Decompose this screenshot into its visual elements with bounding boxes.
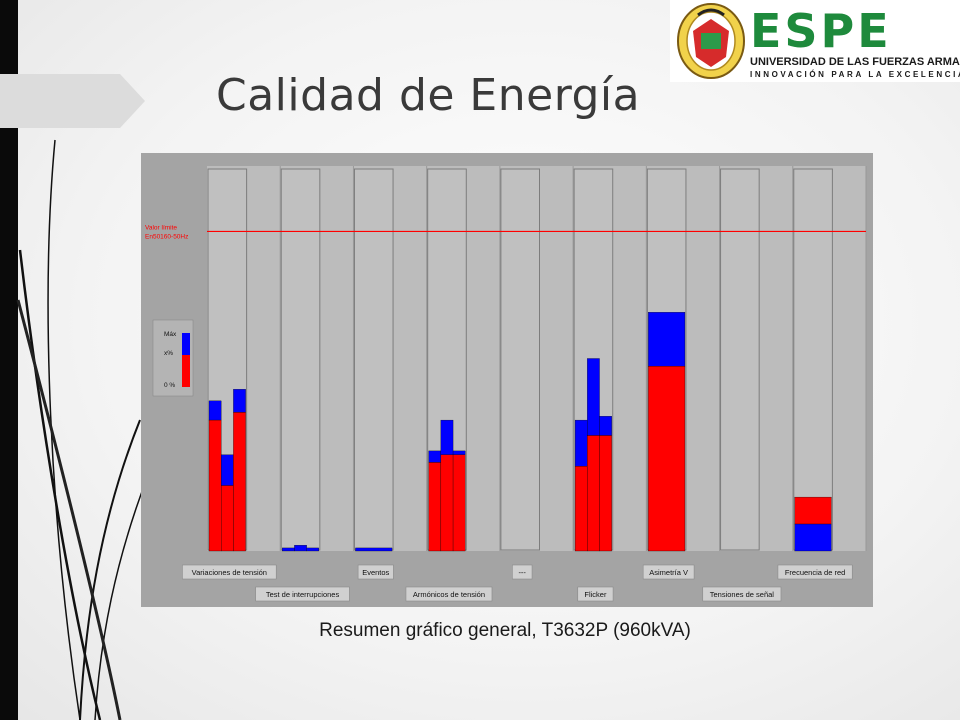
bar-value-segment xyxy=(428,462,442,552)
category-label: Armónicos de tensión xyxy=(413,590,485,599)
legend-max-swatch xyxy=(182,333,190,355)
title-tab-shape xyxy=(0,74,145,128)
left-black-strip xyxy=(0,0,18,720)
bar-max-segment xyxy=(587,358,600,436)
category-label-box xyxy=(182,564,277,580)
bar-value-segment xyxy=(574,466,588,552)
category-label-box xyxy=(255,586,350,602)
category-label-box xyxy=(642,564,695,580)
category-label-box xyxy=(405,586,493,602)
bar-value-segment xyxy=(452,454,466,552)
bar-max-segment xyxy=(428,450,442,463)
bar-max-segment xyxy=(648,312,686,367)
category-column xyxy=(793,168,833,551)
category-column xyxy=(500,168,540,551)
bar-value-segment xyxy=(208,419,222,552)
category-label-box xyxy=(577,586,614,602)
bar-value-segment xyxy=(233,412,246,552)
figure-caption: Resumen gráfico general, T3632P (960kVA) xyxy=(319,620,691,641)
category-label-box xyxy=(777,564,853,580)
legend-label: 0 % xyxy=(164,382,175,389)
bar-max-segment xyxy=(574,419,588,467)
category-column xyxy=(280,168,321,551)
bar-max-segment xyxy=(208,400,222,421)
category-label: --- xyxy=(518,568,526,577)
university-seal-icon xyxy=(677,3,745,79)
bar-max-segment xyxy=(233,389,246,413)
category-label-box xyxy=(702,586,782,602)
bar-value-segment xyxy=(794,496,832,525)
bar-max-segment xyxy=(306,547,319,552)
legend-label: x% xyxy=(164,350,173,357)
category-label: Eventos xyxy=(362,568,389,577)
limit-label: Valor límite xyxy=(145,224,177,231)
bar-value-segment xyxy=(440,454,454,552)
logo-motto: INNOVACIÓN PARA LA EXCELENCIA xyxy=(750,70,960,79)
category-label: Variaciones de tensión xyxy=(192,568,267,577)
bar-max-segment xyxy=(794,523,832,552)
logo-university: UNIVERSIDAD DE LAS FUERZAS ARMADAS xyxy=(750,56,960,68)
category-label-box xyxy=(357,564,394,580)
legend-label: Máx xyxy=(164,331,177,338)
bar-max-segment xyxy=(294,545,307,552)
espe-logo: ESPE UNIVERSIDAD DE LAS FUERZAS ARMADAS … xyxy=(670,0,960,82)
bar-max-segment xyxy=(355,547,393,552)
category-label: Tensiones de señal xyxy=(710,590,775,599)
legend-value-swatch xyxy=(182,355,190,387)
bar-max-segment xyxy=(282,547,295,552)
bar-max-segment xyxy=(599,416,612,436)
bar-max-segment xyxy=(221,454,234,486)
page-title: Calidad de Energía xyxy=(216,70,641,121)
category-column xyxy=(720,168,760,551)
bar-value-segment xyxy=(587,435,600,552)
chart-image: Variaciones de tensión Test de interrupci… xyxy=(141,153,873,607)
decorative-curves xyxy=(16,139,151,720)
category-label: Test de interrupciones xyxy=(266,590,340,599)
category-label-box xyxy=(512,564,533,580)
summary-bar-chart: Variaciones de tensión Test de interrupci… xyxy=(141,153,873,607)
bar-value-segment xyxy=(221,485,234,552)
bar-value-segment xyxy=(648,366,686,552)
category-label: Flicker xyxy=(584,590,607,599)
category-column xyxy=(353,168,394,551)
bar-value-segment xyxy=(599,435,612,552)
limit-label: En50160-50Hz xyxy=(145,233,188,240)
category-label: Asimetría V xyxy=(649,568,688,577)
bar-max-segment xyxy=(452,450,466,455)
category-label: Frecuencia de red xyxy=(785,568,845,577)
bar-max-segment xyxy=(440,419,454,455)
logo-brand: ESPE xyxy=(750,4,892,58)
